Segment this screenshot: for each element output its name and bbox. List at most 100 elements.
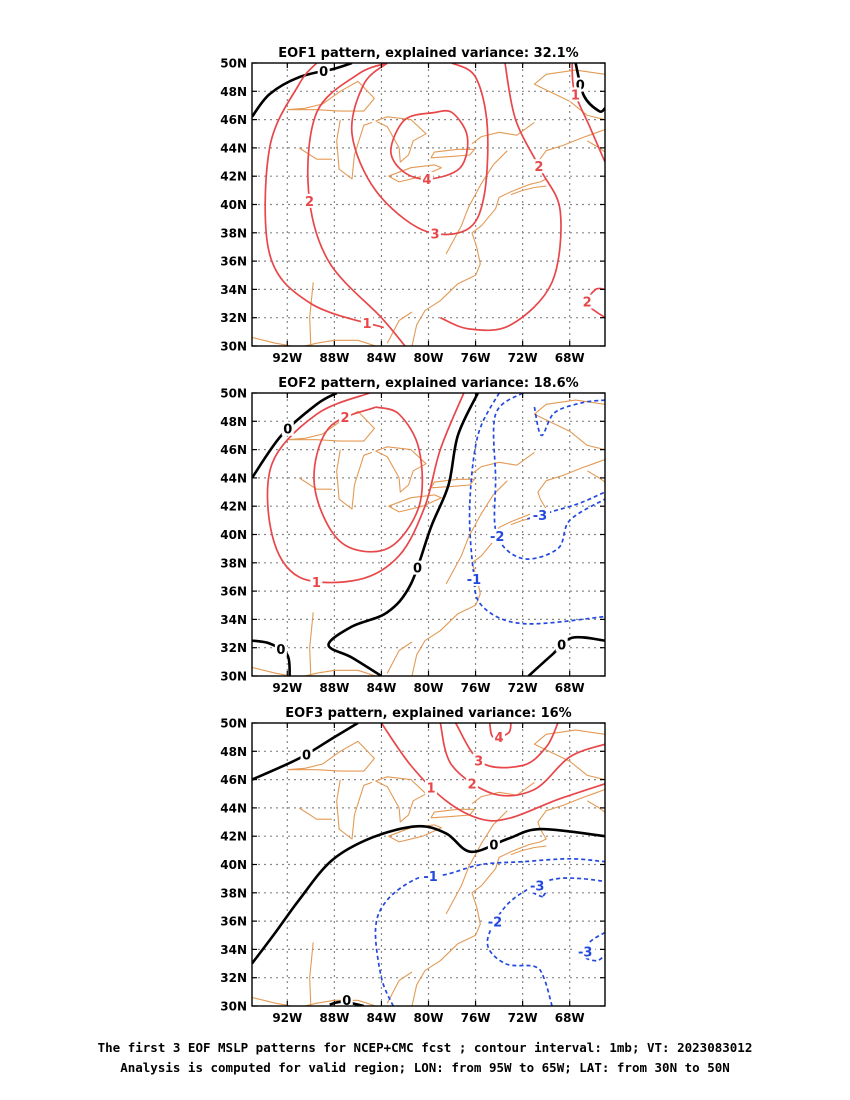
y-tick-label: 42N (220, 830, 247, 844)
contour-label: 2 (583, 296, 592, 311)
coastline (510, 845, 547, 856)
contour-line (380, 723, 605, 822)
y-tick-label: 46N (220, 443, 247, 457)
coastline (336, 119, 373, 180)
coastline (510, 185, 547, 196)
contour-label: 2 (534, 160, 543, 175)
coastline (533, 69, 605, 121)
contour-line (454, 723, 559, 769)
x-tick-label: 80W (414, 1011, 444, 1025)
y-tick-label: 40N (220, 528, 247, 542)
contour-line (327, 393, 480, 676)
contour-label: 2 (305, 195, 314, 210)
contour-line (252, 824, 605, 965)
coastline (587, 800, 605, 813)
coastline (388, 164, 442, 183)
eof-panel-1: EOF1 pattern, explained variance: 32.1% 0… (220, 46, 606, 365)
contour-label-background (466, 776, 479, 791)
contour-label-background (310, 574, 323, 589)
contour-label-background (300, 747, 313, 762)
contour-label: 0 (342, 994, 351, 1009)
y-tick-label: 36N (220, 255, 247, 269)
contour-label-background (575, 944, 596, 959)
contour-label: -3 (578, 945, 592, 960)
x-tick-label: 76W (461, 681, 491, 695)
contour-label: -1 (467, 573, 481, 588)
coastline (375, 776, 427, 823)
contour-label-background (464, 571, 485, 586)
contour-line (583, 931, 605, 962)
coastline (411, 788, 605, 1006)
y-tick-label: 30N (220, 670, 247, 684)
y-tick-label: 38N (220, 556, 247, 570)
y-tick-label: 48N (220, 85, 247, 99)
x-tick-label: 92W (272, 681, 302, 695)
contour-line (486, 877, 605, 1006)
contour-label: 1 (571, 88, 580, 103)
coastline (430, 148, 475, 159)
figure-caption-line-2: Analysis is computed for valid region; L… (120, 1060, 730, 1075)
contour-label: 0 (576, 79, 585, 94)
contour-label-background (487, 528, 508, 543)
y-tick-label: 44N (220, 801, 247, 815)
coastline (309, 612, 314, 676)
coastline (533, 729, 605, 781)
x-tick-label: 76W (461, 1011, 491, 1025)
coastline-layer (252, 69, 605, 346)
coastline (375, 446, 427, 493)
y-tick-label: 36N (220, 915, 247, 929)
y-tick-label: 40N (220, 858, 247, 872)
contour-label-background (484, 914, 505, 929)
y-tick-label: 30N (220, 1000, 247, 1014)
coastline-layer (252, 399, 605, 676)
x-tick-label: 88W (319, 1011, 349, 1025)
contour-label: 0 (319, 65, 328, 80)
contour-line (313, 406, 424, 553)
contour-label: -1 (423, 870, 437, 885)
contour-label: 0 (276, 643, 285, 658)
y-tick-label: 48N (220, 415, 247, 429)
coastline (252, 336, 376, 346)
contour-label: 1 (312, 576, 321, 591)
coastline (298, 477, 332, 490)
y-tick-label: 32N (220, 311, 247, 325)
x-tick-label: 88W (319, 681, 349, 695)
contour-label-background (472, 753, 485, 768)
coastline (298, 807, 332, 820)
x-tick-label: 68W (555, 1011, 585, 1025)
coastline (587, 470, 605, 483)
contour-label-background (424, 780, 437, 795)
contour-label: 0 (413, 562, 422, 577)
y-tick-label: 48N (220, 745, 247, 759)
contour-line (252, 63, 353, 118)
contour-label: 3 (474, 754, 483, 769)
x-tick-label: 80W (414, 681, 444, 695)
y-tick-label: 30N (220, 340, 247, 354)
coastline (445, 150, 508, 255)
contour-label: 1 (426, 781, 435, 796)
contour-line (571, 63, 605, 163)
y-tick-label: 50N (220, 717, 247, 731)
coastline (287, 410, 375, 442)
contour-label-background (420, 868, 441, 883)
coastline (386, 971, 413, 1004)
contour-label-background (317, 64, 330, 78)
coastline (287, 80, 375, 112)
contour-label: -2 (490, 530, 504, 545)
contour-line (350, 63, 489, 236)
contour-label-background (532, 159, 545, 174)
coastline (411, 458, 605, 676)
coastline (411, 128, 605, 346)
contour-label: 0 (557, 639, 566, 654)
coastline (430, 478, 475, 489)
coastline (252, 666, 376, 676)
y-tick-label: 40N (220, 198, 247, 212)
contour-line (439, 723, 605, 797)
contour-line (264, 63, 385, 329)
contour-label-background (303, 193, 316, 208)
y-tick-label: 44N (220, 471, 247, 485)
contour-layer: 0 0 0 1 2 34 -1 -2 -3 -3 (252, 723, 605, 1009)
contour-label-background (429, 226, 442, 241)
contour-label-background (581, 294, 594, 309)
x-tick-label: 68W (555, 351, 585, 365)
